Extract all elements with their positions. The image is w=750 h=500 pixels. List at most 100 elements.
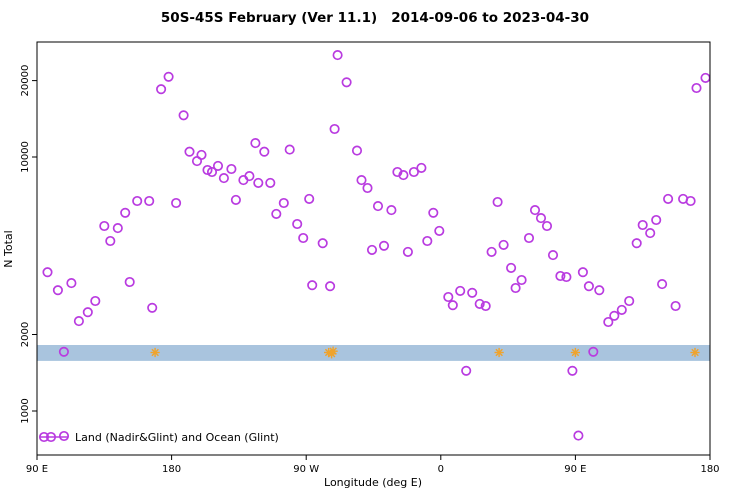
data-point [304,193,315,204]
data-point [372,201,384,212]
data-point [422,235,433,247]
x-tick-label: 0 [438,464,444,475]
shaded-band [37,345,710,361]
data-point [663,193,674,204]
data-point [506,262,517,273]
data-point [480,300,491,312]
data-point [535,213,547,224]
data-point [171,197,182,209]
data-point [603,316,614,328]
flagged-point-asterisk-icon [150,347,160,358]
data-point [541,220,553,232]
data-point [82,307,93,318]
data-point [637,219,648,231]
data-point [120,207,131,218]
data-point [230,194,241,205]
data-point [378,240,390,251]
data-point [206,166,218,178]
data-point [631,238,642,249]
data-point [408,166,419,178]
data-point [624,295,635,307]
y-axis-title: N Total [2,230,15,267]
data-point [547,250,559,261]
data-point [486,246,497,257]
x-tick-label: 180 [162,464,181,475]
plot-frame [36,41,711,456]
data-point [325,281,336,292]
data-point [529,205,541,216]
data-point [184,146,195,157]
x-tick-label: 90 W [293,464,319,475]
data-point [428,207,439,218]
data-point [163,71,174,82]
data-point [516,274,527,286]
data-point [573,430,584,441]
data-point [657,279,668,290]
data-point [218,173,229,184]
x-tick-label: 180 [700,464,719,475]
data-point [651,214,662,226]
data-point [147,302,158,313]
data-point [212,160,224,171]
data-point [317,238,328,249]
data-point [341,77,352,88]
data-point [416,162,427,173]
data-point [271,208,282,219]
data-point [434,225,445,236]
data-point [292,218,303,230]
data-point [73,316,84,327]
data-point [298,232,309,244]
data-point [124,276,135,288]
data-point [455,285,466,296]
data-point [510,282,521,294]
legend-marker-icon [45,431,57,443]
data-point [498,239,509,250]
legend-marker-icon [38,431,50,443]
data-point [555,270,566,282]
data-point [99,220,110,232]
y-tick-label: 10000 [20,141,31,173]
data-point [226,163,237,175]
data-point [561,271,572,283]
data-point [609,310,620,321]
legend-marker-icon [58,430,70,442]
data-point [588,346,599,357]
data-point [366,244,378,255]
axes-layer: 90 E 180 90 W 0 90 E 180 1000 2000 10000 20000 [20,41,720,475]
data-point [196,149,207,160]
data-point [259,146,270,157]
chart-title: 50S-45S February (Ver 11.1) 2014-09-06 t… [160,10,590,26]
data-point [670,300,681,312]
legend-label: Land (Nadir&Glint) and Ocean (Glint) [75,431,279,444]
data-point [42,267,53,278]
data-point [278,197,289,209]
data-point [594,285,605,296]
data-point [443,291,454,303]
data-point [244,171,255,182]
data-point [567,365,578,376]
flagged-point-asterisk-icon [494,347,504,358]
band-layer [37,345,710,361]
legend: Land (Nadir&Glint) and Ocean (Glint) [38,430,279,444]
data-point [577,267,588,278]
data-point [52,285,63,296]
data-point [178,110,189,121]
y-tick-label: 2000 [20,322,31,347]
x-tick-label: 90 E [564,464,586,475]
flagged-point-asterisk-icon [690,347,700,358]
data-point [691,82,702,94]
data-point [156,84,167,95]
data-point [386,205,397,216]
flagged-point-asterisk-icon [570,347,580,358]
data-point [616,304,627,315]
data-point [332,50,343,61]
data-point [645,228,656,239]
y-tick-label: 1000 [20,398,31,423]
data-point [329,123,340,135]
points-layer [42,50,711,441]
data-point [307,280,318,291]
data-point [58,346,69,357]
data-point [402,246,413,257]
